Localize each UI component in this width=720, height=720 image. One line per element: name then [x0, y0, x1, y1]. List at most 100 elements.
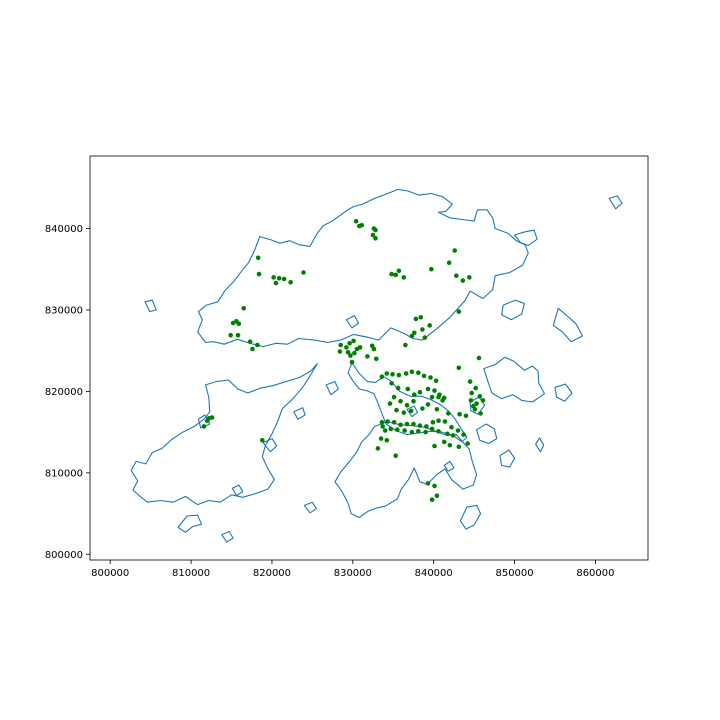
data-point-99: [391, 420, 397, 425]
data-point-32: [401, 275, 407, 280]
data-point-91: [420, 406, 425, 411]
data-point-100: [398, 422, 403, 428]
data-point-64: [384, 371, 390, 376]
data-point-103: [417, 423, 423, 428]
data-point-148: [429, 497, 435, 503]
data-point-86: [411, 398, 416, 404]
coastline-polygon-0: [197, 188, 529, 348]
data-point-35: [452, 248, 458, 253]
coastline-polygon-11: [554, 383, 573, 402]
data-point-0: [255, 255, 261, 261]
data-point-13: [241, 306, 246, 311]
data-point-19: [209, 415, 215, 420]
data-point-112: [388, 426, 394, 432]
y-tick-label: 820000: [45, 387, 83, 398]
data-point-2: [271, 275, 276, 280]
data-point-121: [450, 433, 456, 438]
data-point-146: [425, 481, 431, 486]
data-point-130: [375, 446, 381, 451]
data-point-120: [445, 431, 450, 437]
data-point-10: [236, 321, 242, 327]
x-tick-label: 810000: [172, 568, 210, 579]
data-point-36: [454, 273, 459, 279]
data-point-131: [432, 443, 437, 449]
coastline-polygon-15: [262, 438, 278, 453]
data-point-128: [465, 441, 471, 446]
data-point-78: [425, 386, 431, 392]
data-point-123: [384, 438, 390, 443]
plot-frame: [89, 155, 649, 561]
data-point-115: [409, 429, 415, 435]
data-point-56: [354, 346, 360, 352]
data-point-17: [201, 424, 207, 429]
data-point-85: [404, 402, 410, 408]
coastline-polygon-4: [197, 414, 211, 429]
y-tick-label: 830000: [45, 305, 83, 316]
data-point-94: [440, 398, 445, 403]
data-point-134: [474, 401, 479, 406]
data-point-87: [387, 401, 393, 406]
data-point-46: [418, 315, 424, 320]
coastline-polygon-7: [514, 229, 538, 247]
data-point-145: [476, 355, 482, 361]
data-point-39: [456, 309, 462, 314]
data-point-69: [416, 370, 421, 376]
data-point-114: [402, 428, 407, 433]
data-point-7: [301, 270, 306, 275]
data-point-111: [382, 428, 388, 433]
data-point-118: [429, 426, 435, 432]
data-point-84: [398, 398, 403, 404]
data-point-122: [378, 436, 384, 441]
coastline-polygon-25: [303, 501, 317, 514]
data-point-140: [477, 394, 483, 399]
data-point-42: [420, 327, 425, 332]
x-tick-label: 860000: [576, 568, 614, 579]
coastline-polygon-16: [293, 407, 306, 420]
data-point-16: [255, 342, 260, 348]
data-point-109: [455, 428, 461, 433]
data-point-97: [379, 420, 385, 425]
data-point-138: [473, 385, 479, 391]
data-point-92: [425, 402, 431, 407]
coastline-polygon-24: [231, 484, 244, 497]
data-point-125: [441, 439, 447, 445]
data-point-43: [427, 323, 433, 328]
data-point-90: [408, 408, 414, 414]
y-tick-label: 810000: [45, 468, 83, 479]
data-point-141: [457, 411, 462, 417]
data-point-63: [379, 374, 385, 380]
data-point-116: [416, 429, 421, 434]
data-point-68: [409, 369, 415, 375]
data-point-139: [467, 379, 473, 384]
coastline-polygon-5: [177, 514, 203, 533]
data-point-61: [349, 359, 355, 365]
data-point-71: [428, 375, 433, 380]
data-point-37: [460, 278, 466, 283]
data-point-12: [235, 332, 241, 338]
coastline-polygon-1: [130, 363, 318, 506]
data-point-65: [390, 372, 395, 377]
plot-content: [130, 188, 623, 543]
data-point-27: [370, 232, 376, 238]
data-point-95: [436, 394, 441, 400]
data-point-70: [421, 373, 427, 379]
data-point-40: [409, 333, 415, 339]
data-point-126: [447, 442, 453, 448]
data-point-147: [432, 483, 437, 489]
data-point-66: [396, 372, 402, 378]
data-point-67: [403, 371, 409, 376]
data-point-119: [436, 429, 441, 434]
data-point-34: [446, 260, 452, 266]
data-point-5: [288, 280, 293, 285]
data-point-33: [429, 266, 434, 272]
y-tick-label: 800000: [45, 550, 83, 561]
coastline-polygon-17: [144, 299, 157, 313]
coastline-polygon-8: [483, 356, 546, 403]
data-point-98: [385, 419, 390, 424]
data-point-49: [344, 345, 349, 350]
data-point-4: [281, 276, 287, 282]
data-point-110: [461, 432, 466, 437]
data-point-74: [395, 385, 401, 391]
